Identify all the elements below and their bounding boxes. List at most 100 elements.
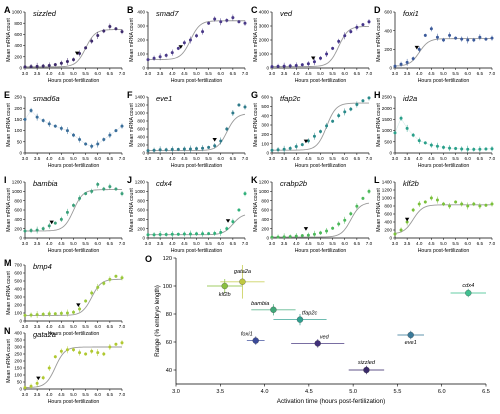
activation-arrow xyxy=(74,51,80,56)
x-tick-label: 5.0 xyxy=(70,241,77,246)
data-point xyxy=(35,115,39,119)
x-tick-label: 5.5 xyxy=(82,392,89,397)
data-point xyxy=(207,21,211,25)
data-point xyxy=(29,313,33,317)
y-tick-label: 250 xyxy=(14,352,22,357)
y-tick-label: 0 xyxy=(19,319,22,324)
x-tick-label: 3.0 xyxy=(22,241,29,246)
data-point xyxy=(23,313,27,317)
data-point xyxy=(294,144,298,148)
data-point xyxy=(164,53,168,57)
data-point xyxy=(466,147,470,151)
x-tick-label: 4.0 xyxy=(46,324,53,329)
x-tick-label: 6.0 xyxy=(95,392,102,397)
y-tick-label: 200 xyxy=(14,106,22,111)
y-tick-label: 1000 xyxy=(382,196,393,201)
data-point xyxy=(454,147,458,151)
x-tick-label: 6.5 xyxy=(354,241,361,246)
y-tick-label: 600 xyxy=(137,127,145,132)
data-point xyxy=(417,202,421,206)
data-point xyxy=(29,229,33,233)
data-point xyxy=(182,147,186,151)
data-point xyxy=(23,386,27,390)
data-point xyxy=(41,312,45,316)
x-tick-label: 7.0 xyxy=(366,241,373,246)
data-point xyxy=(355,102,359,106)
data-point xyxy=(108,277,112,281)
y-tick-label: 500 xyxy=(14,279,22,284)
data-point xyxy=(276,235,280,239)
data-point xyxy=(288,146,292,150)
data-point xyxy=(146,233,150,237)
x-tick-label: 7.0 xyxy=(119,241,126,246)
data-point xyxy=(90,144,94,148)
x-axis-label: Hours post-fertilization xyxy=(295,248,347,254)
data-point xyxy=(35,228,39,232)
data-point xyxy=(120,341,124,345)
x-tick-label: 3.0 xyxy=(392,241,399,246)
point-label: tfap2c xyxy=(302,311,317,317)
x-tick-label: 6.5 xyxy=(477,156,484,161)
x-tick-label: 4.0 xyxy=(46,156,53,161)
activation-arrow xyxy=(303,139,309,144)
data-point xyxy=(188,38,192,42)
data-point xyxy=(78,138,82,142)
data-point xyxy=(490,147,494,151)
x-axis-label: Hours post-fertilization xyxy=(48,163,100,169)
data-point xyxy=(478,35,482,39)
y-tick-label: 600 xyxy=(14,271,22,276)
y-tick-label: 0 xyxy=(19,387,22,392)
data-point xyxy=(288,64,292,68)
data-point xyxy=(65,60,69,64)
data-point xyxy=(195,147,198,151)
y-tick-label: 800 xyxy=(261,198,269,203)
data-point xyxy=(225,127,229,131)
data-point xyxy=(466,38,470,42)
data-point xyxy=(195,232,198,236)
y-tick-label: 400 xyxy=(137,10,145,15)
x-tick-label: 3.5 xyxy=(157,71,164,76)
x-tick-label: 4.5 xyxy=(181,156,188,161)
data-point xyxy=(448,204,452,208)
y-tick-label: 1000 xyxy=(259,52,270,57)
y-axis-label: Mean mRNA count xyxy=(129,188,135,232)
panel-letter: J xyxy=(127,175,132,185)
data-point xyxy=(460,147,464,151)
x-axis-label: Hours post-fertilization xyxy=(295,163,347,169)
x-tick-label: 5.0 xyxy=(70,156,77,161)
panel-letter: I xyxy=(4,175,7,185)
activation-arrow xyxy=(212,138,217,142)
x-tick-label: 7.0 xyxy=(119,71,126,76)
data-point xyxy=(90,39,94,43)
data-point xyxy=(90,291,94,295)
panel-title: smad6a xyxy=(33,94,60,103)
data-point xyxy=(270,148,274,152)
x-axis-label: Hours post-fertilization xyxy=(418,78,470,84)
y-tick-label: 100 xyxy=(261,141,269,146)
x-tick-label: 7.0 xyxy=(119,392,126,397)
panel-letter: H xyxy=(374,90,381,100)
x-tick-label: 3.0 xyxy=(145,241,152,246)
x-tick-label: 6.5 xyxy=(477,71,484,76)
y-axis-label: Range (% embryo length) xyxy=(154,285,161,357)
y-tick-label: 1200 xyxy=(259,180,270,185)
data-point xyxy=(294,234,298,238)
x-tick-label: 3.5 xyxy=(216,389,224,395)
y-tick-label: 300 xyxy=(14,295,22,300)
data-point xyxy=(182,41,186,45)
data-point xyxy=(120,30,124,34)
data-point xyxy=(411,208,415,212)
data-point xyxy=(207,232,211,236)
x-tick-label: 5.5 xyxy=(205,241,212,246)
data-point xyxy=(120,192,124,196)
data-point xyxy=(84,299,88,303)
y-tick-label: 1400 xyxy=(135,95,146,100)
data-point xyxy=(72,310,75,314)
data-point xyxy=(65,311,69,315)
panel-title: bmp4 xyxy=(33,262,52,271)
x-tick-label: 4.0 xyxy=(46,71,53,76)
y-axis-label: Mean mRNA count xyxy=(6,18,12,62)
panel-title: smad7 xyxy=(156,9,179,18)
